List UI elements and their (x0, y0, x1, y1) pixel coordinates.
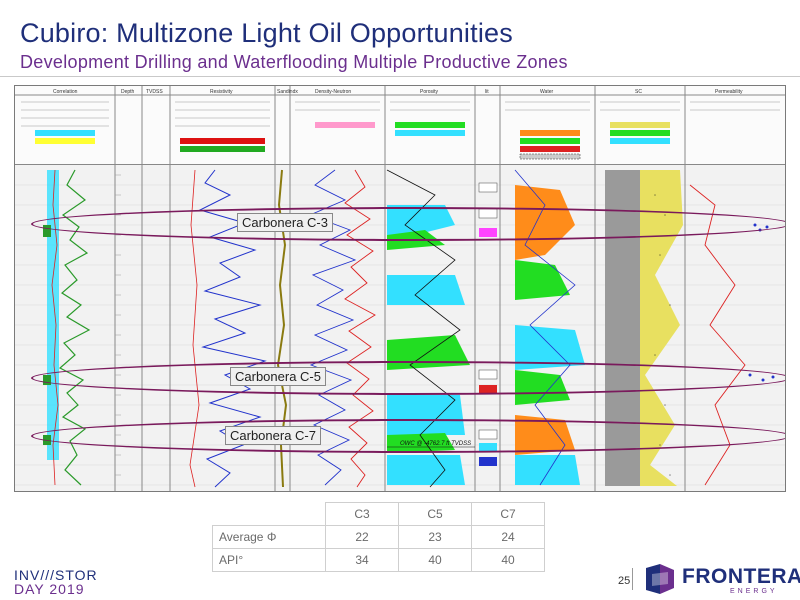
company-name: FRONTERA (682, 565, 800, 588)
cell-porosity-c7: 24 (471, 525, 545, 549)
zone-label-c3: Carbonera C-3 (237, 213, 333, 232)
row-label-api: API° (212, 548, 326, 572)
log-body: OWC @ -4762.7 ft TVDSS Carbonera C-3 Car… (15, 165, 785, 491)
table-row: API° 34 40 40 (212, 548, 545, 572)
col-header-c3: C3 (325, 502, 399, 526)
hdr-correlation: Correlation (53, 89, 78, 95)
footer-divider (632, 568, 633, 590)
cell-api-c7: 40 (471, 548, 545, 572)
hdr-sc: SC (635, 89, 642, 95)
zone-ellipse-c7 (31, 419, 785, 453)
log-header-graphic: Correlation Depth TVDSS Resistivity Sand… (15, 86, 785, 164)
table-header-row: C3 C5 C7 (212, 502, 545, 526)
reservoir-summary-table: C3 C5 C7 Average Φ 22 23 24 API° 34 40 4… (212, 502, 545, 572)
frontera-mark-icon (646, 564, 674, 594)
hdr-depth: Depth (121, 89, 135, 95)
table-corner (212, 502, 326, 526)
cell-porosity-c5: 23 (398, 525, 472, 549)
hdr-sandindx: Sandindx (277, 89, 298, 95)
zone-ellipse-c3 (31, 207, 785, 241)
page-number: 25 (618, 575, 631, 587)
hdr-resistivity: Resistivity (210, 89, 233, 95)
investor-day-line1: INV///STOR (14, 567, 98, 583)
row-label-porosity: Average Φ (212, 525, 326, 549)
cell-api-c3: 34 (325, 548, 399, 572)
title-divider (0, 76, 800, 77)
company-subtitle: ENERGY (730, 588, 778, 595)
hdr-lit: lit (485, 89, 489, 95)
zone-label-c7: Carbonera C-7 (225, 426, 321, 445)
zone-ellipse-c5 (31, 361, 785, 395)
slide-title: Cubiro: Multizone Light Oil Opportunitie… (20, 18, 513, 48)
well-log-panel: Correlation Depth TVDSS Resistivity Sand… (14, 85, 786, 492)
table-row: Average Φ 22 23 24 (212, 525, 545, 549)
zone-label-c5: Carbonera C-5 (230, 367, 326, 386)
cell-porosity-c3: 22 (325, 525, 399, 549)
hdr-porosity: Porosity (420, 89, 439, 95)
investor-day-line2: DAY 2019 (14, 581, 85, 597)
hdr-tvdss: TVDSS (146, 89, 163, 95)
hdr-density-neutron: Density-Neutron (315, 89, 351, 95)
log-header: Correlation Depth TVDSS Resistivity Sand… (15, 86, 785, 165)
col-header-c5: C5 (398, 502, 472, 526)
slide-subtitle: Development Drilling and Waterflooding M… (20, 52, 568, 72)
hdr-permeability: Permeability (715, 89, 743, 95)
cell-api-c5: 40 (398, 548, 472, 572)
investor-day-logo: INV///STOR DAY 2019 (14, 568, 98, 596)
col-header-c7: C7 (471, 502, 545, 526)
hdr-water: Water (540, 89, 553, 95)
